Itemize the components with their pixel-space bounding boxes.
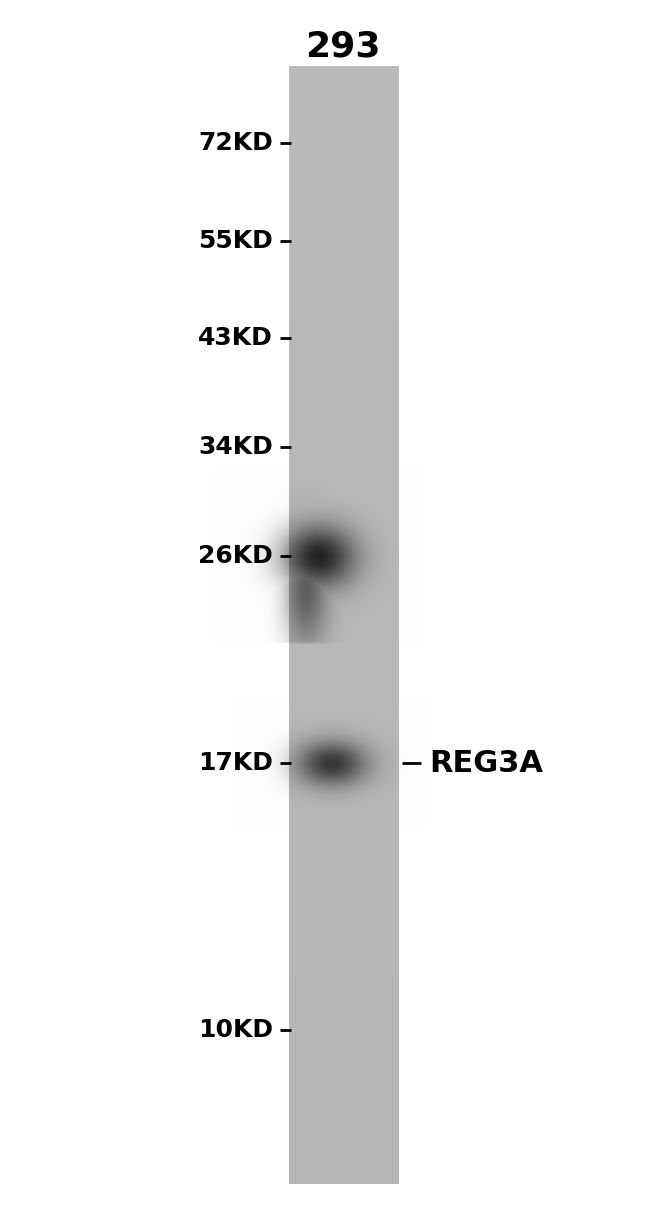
Text: 34KD: 34KD [198, 435, 273, 459]
Text: REG3A: REG3A [429, 748, 543, 778]
Text: 43KD: 43KD [198, 326, 273, 350]
Text: 55KD: 55KD [198, 228, 273, 253]
Text: 293: 293 [306, 29, 381, 63]
Text: 10KD: 10KD [198, 1018, 273, 1042]
Text: 26KD: 26KD [198, 544, 273, 569]
Text: 72KD: 72KD [198, 131, 273, 156]
Text: 17KD: 17KD [198, 751, 273, 775]
